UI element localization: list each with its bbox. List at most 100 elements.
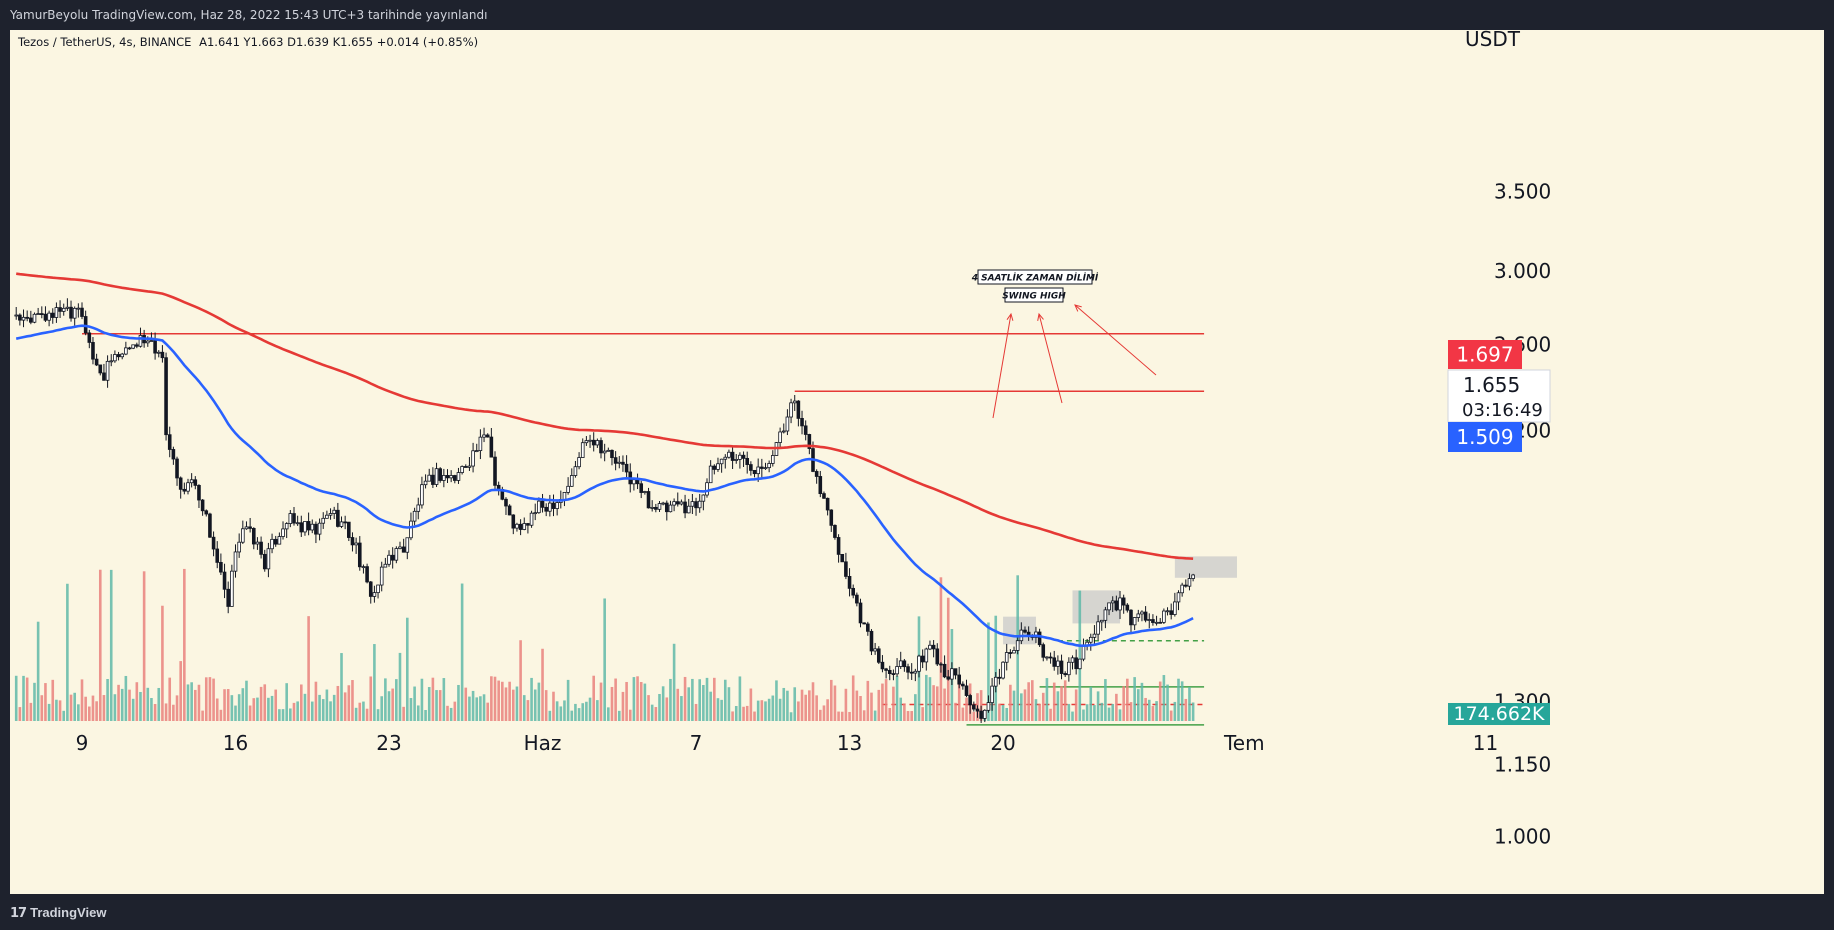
volume-bar[interactable]: [873, 710, 877, 721]
candle-body[interactable]: [814, 471, 819, 477]
volume-bar[interactable]: [961, 707, 965, 721]
volume-bar[interactable]: [566, 679, 570, 721]
volume-bar[interactable]: [1034, 699, 1038, 721]
volume-bar[interactable]: [278, 709, 281, 721]
volume-bar[interactable]: [672, 643, 676, 721]
volume-bar[interactable]: [336, 685, 340, 721]
candle-body[interactable]: [935, 648, 940, 665]
candle-body[interactable]: [222, 571, 227, 590]
volume-bar[interactable]: [1144, 697, 1147, 721]
candle-body[interactable]: [1008, 652, 1013, 654]
volume-bar[interactable]: [296, 701, 299, 721]
volume-bar[interactable]: [855, 690, 859, 721]
candle-body[interactable]: [1107, 602, 1111, 611]
volume-bar[interactable]: [453, 701, 457, 721]
volume-bar[interactable]: [811, 682, 815, 721]
candle-body[interactable]: [1037, 631, 1042, 646]
candle-body[interactable]: [164, 357, 168, 436]
candle-body[interactable]: [39, 313, 44, 315]
candle-body[interactable]: [178, 477, 183, 490]
candle-body[interactable]: [398, 546, 402, 549]
candle-body[interactable]: [314, 523, 318, 535]
candle-body[interactable]: [986, 702, 991, 711]
candle-body[interactable]: [453, 475, 457, 481]
volume-bar[interactable]: [957, 679, 961, 721]
candle-body[interactable]: [723, 456, 728, 460]
candle-body[interactable]: [507, 505, 512, 516]
candle-body[interactable]: [1004, 652, 1009, 663]
volume-bar[interactable]: [716, 698, 720, 721]
volume-bar[interactable]: [1063, 680, 1067, 721]
volume-bar[interactable]: [1173, 701, 1177, 721]
candle-body[interactable]: [303, 521, 307, 533]
candle-body[interactable]: [573, 466, 578, 476]
candle-body[interactable]: [632, 479, 636, 485]
volume-bar[interactable]: [36, 621, 40, 721]
candle-body[interactable]: [1132, 617, 1137, 626]
candle-body[interactable]: [109, 360, 114, 363]
ema-200-line[interactable]: [16, 272, 1194, 560]
candle-body[interactable]: [105, 360, 110, 381]
candle-body[interactable]: [357, 542, 362, 568]
volume-bar[interactable]: [943, 688, 946, 721]
candle-body[interactable]: [401, 546, 406, 553]
volume-bar[interactable]: [157, 687, 161, 721]
volume-bar[interactable]: [723, 679, 727, 721]
volume-bar[interactable]: [614, 678, 617, 721]
volume-bar[interactable]: [511, 689, 515, 721]
candle-body[interactable]: [431, 474, 435, 485]
volume-bar[interactable]: [391, 688, 394, 721]
volume-bar[interactable]: [471, 690, 475, 721]
candle-body[interactable]: [654, 506, 658, 510]
candle-body[interactable]: [442, 475, 446, 481]
candle-body[interactable]: [438, 468, 442, 481]
candle-body[interactable]: [701, 494, 706, 502]
volume-bar[interactable]: [698, 679, 701, 721]
candle-body[interactable]: [1187, 578, 1192, 587]
volume-bar[interactable]: [183, 568, 186, 721]
volume-bar[interactable]: [647, 695, 650, 721]
candle-body[interactable]: [427, 474, 432, 482]
candle-body[interactable]: [102, 372, 106, 381]
candle-body[interactable]: [679, 501, 684, 505]
candle-body[interactable]: [730, 451, 735, 461]
candle-body[interactable]: [412, 510, 417, 522]
candle-body[interactable]: [262, 553, 267, 570]
volume-bar[interactable]: [457, 684, 460, 721]
volume-bar[interactable]: [66, 583, 69, 721]
candle-body[interactable]: [997, 676, 1002, 679]
volume-bar[interactable]: [892, 686, 895, 721]
candle-body[interactable]: [1078, 658, 1082, 670]
volume-bar[interactable]: [29, 702, 33, 721]
volume-bar[interactable]: [427, 687, 431, 721]
volume-bar[interactable]: [409, 698, 413, 721]
volume-bar[interactable]: [468, 696, 471, 721]
volume-bar[interactable]: [946, 597, 950, 721]
volume-bar[interactable]: [358, 702, 362, 721]
candle-body[interactable]: [544, 506, 548, 512]
candle-body[interactable]: [745, 457, 750, 465]
candle-body[interactable]: [767, 463, 771, 469]
volume-bar[interactable]: [822, 705, 826, 721]
volume-bar[interactable]: [687, 687, 691, 721]
volume-bar[interactable]: [504, 687, 508, 721]
volume-bar[interactable]: [928, 677, 932, 721]
candle-body[interactable]: [686, 505, 691, 514]
candle-body[interactable]: [18, 314, 22, 321]
candle-body[interactable]: [957, 674, 961, 685]
candle-body[interactable]: [825, 497, 830, 511]
volume-bar[interactable]: [95, 701, 98, 721]
volume-bar[interactable]: [541, 648, 544, 721]
candle-body[interactable]: [347, 521, 351, 538]
volume-bar[interactable]: [848, 711, 851, 721]
candle-body[interactable]: [895, 666, 899, 675]
volume-bar[interactable]: [756, 700, 760, 721]
volume-bar[interactable]: [113, 694, 117, 721]
candle-body[interactable]: [25, 316, 29, 319]
volume-bar[interactable]: [793, 687, 797, 721]
candle-body[interactable]: [87, 332, 92, 343]
volume-bar[interactable]: [819, 709, 822, 721]
volume-bar[interactable]: [731, 711, 734, 721]
volume-bar[interactable]: [1082, 709, 1085, 721]
volume-bar[interactable]: [903, 703, 906, 721]
